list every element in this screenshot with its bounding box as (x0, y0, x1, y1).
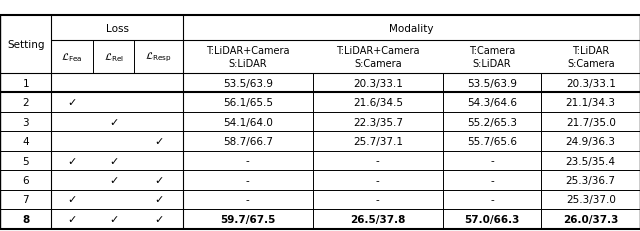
Text: 2: 2 (22, 98, 29, 108)
Text: -: - (490, 156, 494, 166)
Text: ✓: ✓ (154, 175, 163, 185)
Text: 26.0/37.3: 26.0/37.3 (563, 214, 618, 224)
Text: 56.1/65.5: 56.1/65.5 (223, 98, 273, 108)
Text: $\mathcal{L}_\mathrm{Resp}$: $\mathcal{L}_\mathrm{Resp}$ (145, 50, 172, 64)
Text: 25.7/37.1: 25.7/37.1 (353, 137, 403, 146)
Text: -: - (376, 156, 380, 166)
Text: 23.5/35.4: 23.5/35.4 (566, 156, 616, 166)
Text: 22.3/35.7: 22.3/35.7 (353, 117, 403, 127)
Text: T:LiDAR+Camera
S:LiDAR: T:LiDAR+Camera S:LiDAR (206, 46, 290, 68)
Text: ✓: ✓ (67, 195, 77, 205)
Text: ✓: ✓ (154, 214, 163, 224)
Text: 54.3/64.6: 54.3/64.6 (467, 98, 517, 108)
Text: 21.6/34.5: 21.6/34.5 (353, 98, 403, 108)
Text: T:Camera
S:LiDAR: T:Camera S:LiDAR (469, 46, 515, 68)
Text: ✓: ✓ (67, 214, 77, 224)
Text: T:LiDAR
S:Camera: T:LiDAR S:Camera (567, 46, 614, 68)
Text: 20.3/33.1: 20.3/33.1 (353, 78, 403, 88)
Text: $\mathcal{L}_\mathrm{Fea}$: $\mathcal{L}_\mathrm{Fea}$ (61, 51, 83, 64)
Text: ✓: ✓ (109, 175, 118, 185)
Text: T:LiDAR+Camera
S:Camera: T:LiDAR+Camera S:Camera (336, 46, 420, 68)
Text: -: - (490, 195, 494, 205)
Text: 25.3/36.7: 25.3/36.7 (566, 175, 616, 185)
Text: 55.7/65.6: 55.7/65.6 (467, 137, 517, 146)
Text: ✓: ✓ (154, 195, 163, 205)
Text: Setting: Setting (7, 40, 44, 50)
Text: -: - (376, 195, 380, 205)
Text: 5: 5 (22, 156, 29, 166)
Text: -: - (246, 175, 250, 185)
Text: ✓: ✓ (109, 156, 118, 166)
Text: 26.5/37.8: 26.5/37.8 (350, 214, 406, 224)
Text: 25.3/37.0: 25.3/37.0 (566, 195, 616, 205)
Text: 53.5/63.9: 53.5/63.9 (467, 78, 517, 88)
Text: ✓: ✓ (67, 156, 77, 166)
Text: 53.5/63.9: 53.5/63.9 (223, 78, 273, 88)
Text: Modality: Modality (389, 23, 434, 33)
Text: 1: 1 (22, 78, 29, 88)
Text: 20.3/33.1: 20.3/33.1 (566, 78, 616, 88)
Text: -: - (490, 175, 494, 185)
Text: 55.2/65.3: 55.2/65.3 (467, 117, 517, 127)
Text: 7: 7 (22, 195, 29, 205)
Text: ✓: ✓ (67, 98, 77, 108)
Text: -: - (246, 195, 250, 205)
Text: ✓: ✓ (154, 137, 163, 146)
Text: Loss: Loss (106, 23, 129, 33)
Text: $\mathcal{L}_\mathrm{Rel}$: $\mathcal{L}_\mathrm{Rel}$ (104, 51, 124, 64)
Text: 6: 6 (22, 175, 29, 185)
Text: -: - (246, 156, 250, 166)
Text: 21.7/35.0: 21.7/35.0 (566, 117, 616, 127)
Text: 57.0/66.3: 57.0/66.3 (465, 214, 520, 224)
Text: 58.7/66.7: 58.7/66.7 (223, 137, 273, 146)
Text: ✓: ✓ (109, 117, 118, 127)
Text: 24.9/36.3: 24.9/36.3 (566, 137, 616, 146)
Text: 3: 3 (22, 117, 29, 127)
Text: 54.1/64.0: 54.1/64.0 (223, 117, 273, 127)
Text: -: - (376, 175, 380, 185)
Text: 21.1/34.3: 21.1/34.3 (566, 98, 616, 108)
Text: 8: 8 (22, 214, 29, 224)
Text: ✓: ✓ (109, 214, 118, 224)
Text: 4: 4 (22, 137, 29, 146)
Text: 59.7/67.5: 59.7/67.5 (220, 214, 276, 224)
